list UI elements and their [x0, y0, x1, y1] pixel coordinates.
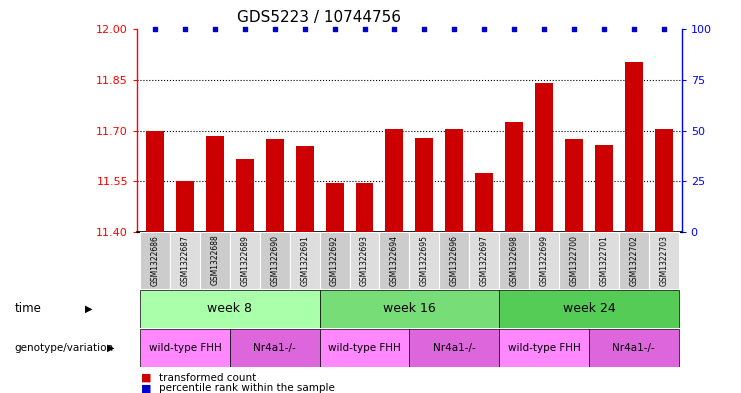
Bar [319, 290, 499, 328]
Text: GSM1322701: GSM1322701 [599, 235, 608, 286]
Text: transformed count: transformed count [159, 373, 256, 383]
Bar [200, 232, 230, 289]
Text: GSM1322698: GSM1322698 [510, 235, 519, 286]
Text: GSM1322690: GSM1322690 [270, 235, 279, 286]
Bar [266, 139, 284, 232]
Bar [499, 232, 529, 289]
Bar [416, 138, 433, 232]
Bar [439, 232, 469, 289]
Bar [170, 232, 200, 289]
Text: GSM1322696: GSM1322696 [450, 235, 459, 286]
Text: week 24: week 24 [562, 302, 615, 316]
Point [508, 26, 520, 33]
Point [568, 26, 580, 33]
Text: GSM1322702: GSM1322702 [629, 235, 638, 286]
Bar [409, 329, 499, 367]
Text: GSM1322700: GSM1322700 [570, 235, 579, 286]
Bar [385, 129, 403, 232]
Bar [625, 62, 642, 232]
Point [478, 26, 490, 33]
Bar [236, 159, 253, 232]
Bar [589, 232, 619, 289]
Bar [176, 181, 194, 232]
Bar [445, 129, 463, 232]
Text: wild-type FHH: wild-type FHH [508, 343, 580, 353]
Text: GSM1322703: GSM1322703 [659, 235, 668, 286]
Point [359, 26, 370, 33]
Bar [356, 183, 373, 232]
Bar [529, 232, 559, 289]
Text: GSM1322693: GSM1322693 [360, 235, 369, 286]
Bar [505, 122, 523, 232]
Text: GSM1322694: GSM1322694 [390, 235, 399, 286]
Bar [230, 329, 319, 367]
Bar [140, 232, 170, 289]
Point [598, 26, 610, 33]
Text: Nr4a1-/-: Nr4a1-/- [253, 343, 296, 353]
Bar [565, 139, 583, 232]
Text: ■: ■ [141, 383, 151, 393]
Bar [499, 290, 679, 328]
Text: Nr4a1-/-: Nr4a1-/- [433, 343, 476, 353]
Text: GSM1322689: GSM1322689 [240, 235, 249, 286]
Text: percentile rank within the sample: percentile rank within the sample [159, 383, 335, 393]
Text: week 16: week 16 [383, 302, 436, 316]
Text: GSM1322691: GSM1322691 [300, 235, 309, 286]
Bar [290, 232, 319, 289]
Text: GSM1322688: GSM1322688 [210, 235, 219, 285]
Text: genotype/variation: genotype/variation [15, 343, 114, 353]
Point [448, 26, 460, 33]
Bar [260, 232, 290, 289]
Bar [475, 173, 494, 232]
Bar [535, 83, 553, 232]
Bar [206, 136, 224, 232]
Text: ■: ■ [141, 373, 151, 383]
Text: Nr4a1-/-: Nr4a1-/- [613, 343, 655, 353]
Text: GDS5223 / 10744756: GDS5223 / 10744756 [236, 10, 401, 25]
Text: GSM1322687: GSM1322687 [181, 235, 190, 286]
Point [658, 26, 670, 33]
Text: ▶: ▶ [85, 304, 93, 314]
Bar [649, 232, 679, 289]
Text: wild-type FHH: wild-type FHH [328, 343, 401, 353]
Point [299, 26, 310, 33]
Bar [379, 232, 409, 289]
Point [538, 26, 550, 33]
Bar [296, 146, 313, 232]
Point [149, 26, 161, 33]
Bar [619, 232, 649, 289]
Point [628, 26, 639, 33]
Bar [319, 329, 409, 367]
Bar [559, 232, 589, 289]
Point [179, 26, 191, 33]
Bar [325, 183, 344, 232]
Bar [589, 329, 679, 367]
Text: time: time [15, 302, 41, 316]
Bar [409, 232, 439, 289]
Point [419, 26, 431, 33]
Point [269, 26, 281, 33]
Bar [319, 232, 350, 289]
Bar [146, 131, 164, 232]
Bar [595, 145, 613, 232]
Bar [499, 329, 589, 367]
Point [239, 26, 250, 33]
Text: week 8: week 8 [207, 302, 253, 316]
Text: GSM1322697: GSM1322697 [479, 235, 489, 286]
Bar [655, 129, 673, 232]
Bar [350, 232, 379, 289]
Text: wild-type FHH: wild-type FHH [149, 343, 222, 353]
Text: GSM1322699: GSM1322699 [539, 235, 548, 286]
Text: GSM1322686: GSM1322686 [150, 235, 159, 286]
Bar [230, 232, 260, 289]
Point [329, 26, 341, 33]
Point [388, 26, 400, 33]
Text: GSM1322695: GSM1322695 [420, 235, 429, 286]
Point [209, 26, 221, 33]
Bar [140, 329, 230, 367]
Text: GSM1322692: GSM1322692 [330, 235, 339, 286]
Text: ▶: ▶ [107, 343, 115, 353]
Bar [140, 290, 319, 328]
Bar [469, 232, 499, 289]
